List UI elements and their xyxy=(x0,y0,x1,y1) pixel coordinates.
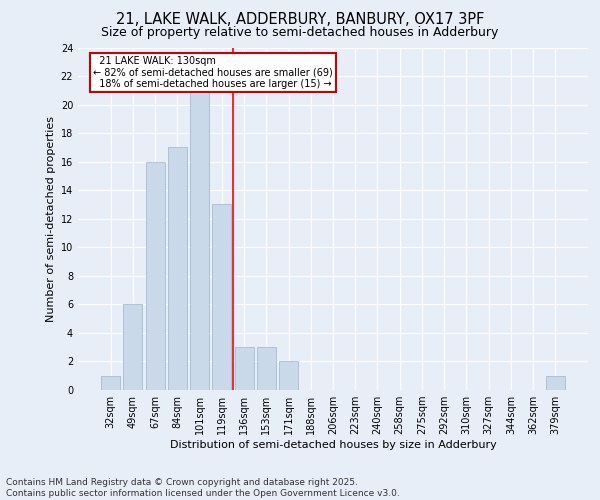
Bar xyxy=(235,347,254,390)
Bar xyxy=(212,204,231,390)
Bar xyxy=(101,376,120,390)
Text: 21 LAKE WALK: 130sqm
← 82% of semi-detached houses are smaller (69)
  18% of sem: 21 LAKE WALK: 130sqm ← 82% of semi-detac… xyxy=(94,56,333,90)
Bar xyxy=(124,304,142,390)
Bar xyxy=(190,90,209,390)
Bar xyxy=(279,362,298,390)
Bar xyxy=(146,162,164,390)
Text: 21, LAKE WALK, ADDERBURY, BANBURY, OX17 3PF: 21, LAKE WALK, ADDERBURY, BANBURY, OX17 … xyxy=(116,12,484,28)
Text: Contains HM Land Registry data © Crown copyright and database right 2025.
Contai: Contains HM Land Registry data © Crown c… xyxy=(6,478,400,498)
Bar xyxy=(257,347,276,390)
Bar xyxy=(168,148,187,390)
Bar xyxy=(546,376,565,390)
Y-axis label: Number of semi-detached properties: Number of semi-detached properties xyxy=(46,116,56,322)
Text: Size of property relative to semi-detached houses in Adderbury: Size of property relative to semi-detach… xyxy=(101,26,499,39)
X-axis label: Distribution of semi-detached houses by size in Adderbury: Distribution of semi-detached houses by … xyxy=(170,440,496,450)
